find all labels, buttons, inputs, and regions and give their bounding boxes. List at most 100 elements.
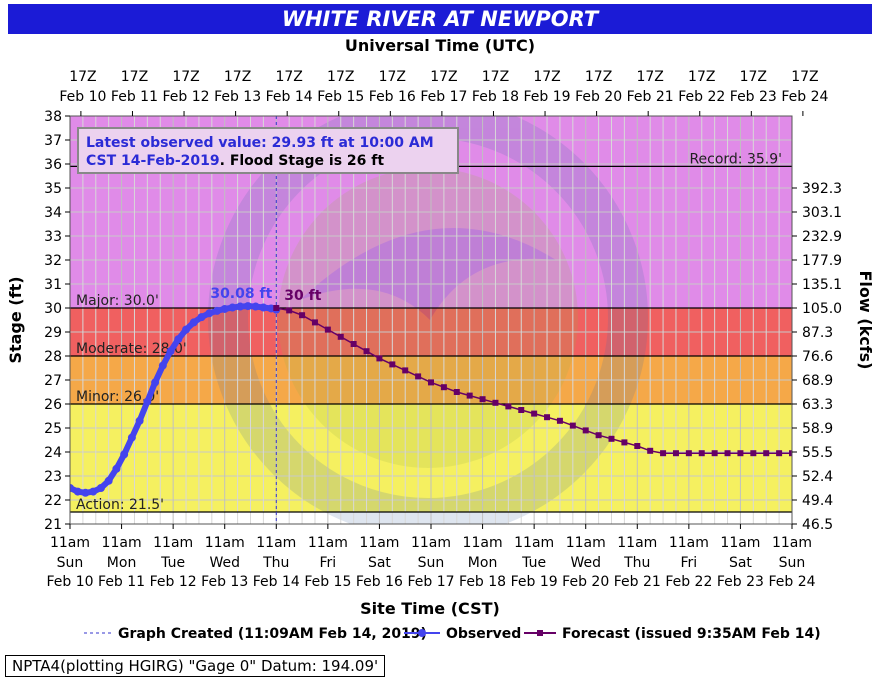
cst-tick-day: Sun [779, 555, 806, 571]
cst-tick-date: Feb 19 [511, 574, 558, 590]
observed-point [212, 306, 221, 315]
observed-point [197, 313, 206, 322]
forecast-point [311, 319, 318, 326]
forecast-point [402, 367, 409, 374]
observed-point [189, 318, 198, 327]
utc-tick-date: Feb 21 [627, 89, 674, 105]
cst-tick-date: Feb 18 [459, 574, 506, 590]
forecast-point [711, 450, 718, 457]
observed-point [151, 378, 160, 387]
forecast-point [389, 361, 396, 368]
cst-tick-date: Feb 21 [614, 574, 661, 590]
cst-axis: 11am Sun Feb 10 11am Mon Feb 11 11am Tue Feb 12 1… [46, 524, 816, 590]
utc-tick-time: 17Z [636, 69, 663, 85]
utc-tick-time: 17Z [224, 69, 251, 85]
threshold-label-record: Record: 35.9' [689, 151, 782, 167]
legend: Graph Created (11:09AM Feb 14, 2019) Obs… [84, 626, 821, 642]
forecast-point [479, 396, 486, 403]
cst-tick-time: 11am [463, 535, 503, 551]
noaa-watermark [208, 116, 648, 524]
cst-tick-date: Feb 16 [356, 574, 403, 590]
flow-tick-label: 177.9 [802, 253, 842, 269]
flow-tick-label: 392.3 [802, 181, 842, 197]
cst-tick-date: Feb 11 [98, 574, 145, 590]
utc-tick-date: Feb 17 [420, 89, 467, 105]
forecast-point [453, 389, 460, 395]
utc-axis-title: Universal Time (UTC) [345, 36, 535, 55]
utc-tick-date: Feb 19 [524, 89, 571, 105]
series-layer [70, 302, 792, 497]
utc-axis: 17Z Feb 10 17Z Feb 11 17Z Feb 12 17Z Feb 13 17Z F… [59, 69, 829, 116]
utc-tick-time: 17Z [121, 69, 148, 85]
latest-observed-box-bg [77, 127, 459, 174]
stage-axis: 21 22 23 24 25 26 27 28 29 30 31 32 33 34 35 36 37 38 [44, 109, 70, 533]
cst-tick-time: 11am [359, 535, 399, 551]
threshold-label-action: Action: 21.5' [76, 497, 164, 513]
legend-observed-marker [418, 629, 426, 637]
cst-tick-date: Feb 23 [717, 574, 764, 590]
flow-tick-label: 303.1 [802, 205, 842, 221]
utc-tick-time: 17Z [69, 69, 96, 85]
stage-tick-label: 23 [44, 469, 62, 485]
stage-tick-label: 22 [44, 493, 62, 509]
utc-tick-time: 17Z [740, 69, 767, 85]
flow-tick-label: 58.9 [802, 421, 833, 437]
observed-point [70, 484, 74, 492]
stage-tick-label: 35 [44, 181, 62, 197]
observed-point [259, 303, 268, 312]
utc-tick-date: Feb 23 [730, 89, 777, 105]
latest-observed-box: Latest observed value: 29.93 ft at 10:00… [77, 127, 459, 174]
observed-point [120, 450, 129, 459]
forecast-point [518, 407, 525, 413]
cst-tick-day: Tue [160, 555, 185, 571]
cst-tick-day: Tue [521, 555, 546, 571]
peak-forecast-label: 30 ft [284, 288, 321, 304]
noaa-logo-ring [208, 116, 648, 524]
observed-point [251, 302, 260, 311]
legend-graph-created-label: Graph Created (11:09AM Feb 14, 2019) [118, 626, 427, 642]
cst-tick-date: Feb 13 [201, 574, 248, 590]
forecast-point [569, 422, 576, 429]
cst-tick-time: 11am [153, 535, 193, 551]
forecast-point [647, 447, 654, 454]
utc-tick-date: Feb 10 [59, 89, 106, 105]
utc-tick-time: 17Z [533, 69, 560, 85]
cst-tick-time: 11am [514, 535, 554, 551]
forecast-point [544, 414, 551, 421]
latest-observed-date: CST 14-Feb-2019 [86, 153, 220, 169]
legend-forecast-marker [537, 630, 543, 636]
observed-point [89, 487, 98, 496]
cst-tick-day: Mon [468, 555, 498, 571]
flood-thresholds: Record: 35.9' Major: 30.0' Moderate: 28.0'… [70, 151, 792, 513]
stage-tick-label: 31 [44, 277, 62, 293]
forecast-point [363, 348, 370, 355]
cst-tick-time: 11am [772, 535, 812, 551]
stage-tick-label: 37 [44, 133, 62, 149]
cst-tick-time: 11am [102, 535, 142, 551]
cst-tick-time: 11am [308, 535, 348, 551]
stage-tick-label: 36 [44, 157, 62, 173]
utc-tick-time: 17Z [275, 69, 302, 85]
threshold-label-major: Major: 30.0' [76, 293, 159, 309]
utc-tick-time: 17Z [430, 69, 457, 85]
flow-tick-label: 52.4 [802, 469, 833, 485]
cst-tick-time: 11am [617, 535, 657, 551]
stage-tick-label: 38 [44, 109, 62, 125]
cst-tick-day: Sat [368, 555, 391, 571]
forecast-point [698, 450, 705, 457]
threshold-label-moderate: Moderate: 28.0' [76, 341, 187, 357]
utc-tick-date: Feb 15 [317, 89, 364, 105]
forecast-point [428, 379, 434, 386]
cst-tick-day: Mon [107, 555, 137, 571]
utc-tick-date: Feb 18 [472, 89, 519, 105]
utc-tick-date: Feb 16 [369, 89, 416, 105]
stage-tick-label: 21 [44, 517, 62, 533]
latest-observed-line1: Latest observed value: 29.93 ft at 10:00… [86, 135, 434, 151]
forecast-point [440, 384, 447, 391]
utc-tick-date: Feb 11 [111, 89, 158, 105]
stage-tick-label: 33 [44, 229, 62, 245]
cst-tick-date: Feb 15 [304, 574, 351, 590]
forecast-point [737, 450, 744, 457]
observed-point [243, 302, 252, 311]
cst-tick-time: 11am [566, 535, 606, 551]
